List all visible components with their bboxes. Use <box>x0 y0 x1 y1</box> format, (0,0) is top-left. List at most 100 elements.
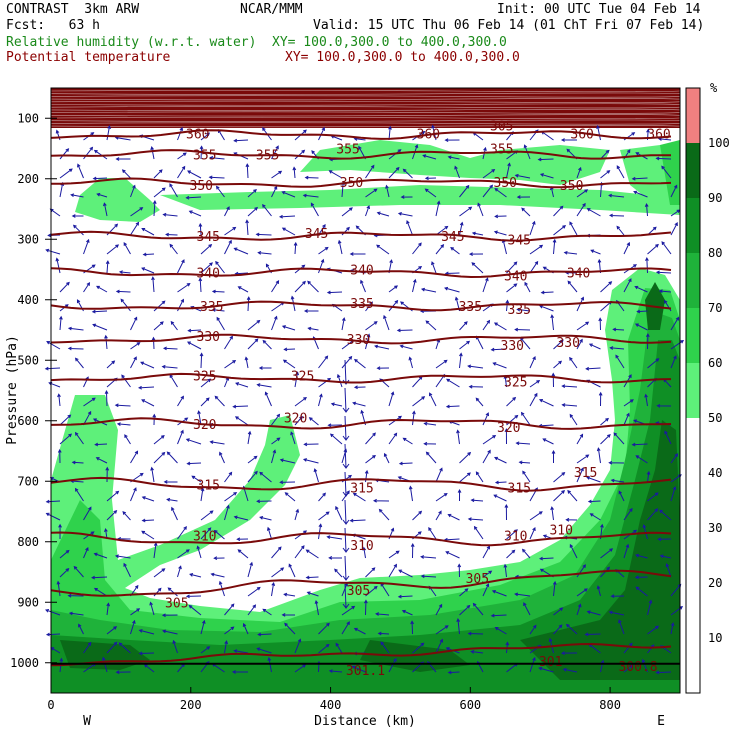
wind-vector <box>271 185 278 198</box>
wind-vector <box>114 554 131 559</box>
wind-vector <box>576 467 584 483</box>
wind-vector <box>655 156 672 161</box>
wind-vector <box>459 604 471 616</box>
wind-vector <box>529 355 536 369</box>
wind-vector <box>59 433 73 445</box>
wind-vector <box>647 358 660 369</box>
wind-vector <box>398 569 413 578</box>
wind-vector <box>271 437 281 445</box>
wind-vector <box>71 460 84 465</box>
wind-vector <box>447 513 460 521</box>
wind-vector <box>428 392 437 407</box>
wind-vector <box>304 175 319 180</box>
wind-vector <box>598 391 603 407</box>
wind-vector <box>353 385 366 390</box>
wind-vector <box>647 492 659 502</box>
wind-vector <box>153 169 163 179</box>
wind-vector <box>341 317 346 331</box>
wind-vector <box>71 214 84 218</box>
wind-vector <box>200 510 214 521</box>
wind-vector <box>588 343 601 350</box>
wind-vector <box>634 285 648 293</box>
theta-label: 345 <box>197 230 220 245</box>
wind-vector <box>576 588 588 597</box>
wind-vector <box>459 340 471 350</box>
wind-vector <box>177 526 187 540</box>
wind-vector <box>383 452 390 464</box>
wind-vector <box>215 260 225 274</box>
wind-vector <box>551 449 556 464</box>
wind-vector <box>398 461 413 466</box>
theta-band-line <box>50 95 681 98</box>
wind-vector <box>281 325 296 331</box>
wind-vector <box>96 192 108 198</box>
wind-vector <box>459 221 464 236</box>
wind-vector <box>122 511 131 521</box>
wind-vector <box>635 553 648 559</box>
wind-vector <box>59 181 65 198</box>
wind-vector <box>281 227 296 236</box>
wind-vector <box>506 396 517 407</box>
theta-label: 335 <box>508 303 531 318</box>
wind-vector <box>200 378 212 388</box>
wind-vector <box>435 244 445 255</box>
wind-vector <box>142 252 155 257</box>
wind-vector <box>576 202 586 217</box>
colorbar-label: 70 <box>708 301 722 315</box>
wind-vector <box>327 423 343 428</box>
wind-vector <box>94 442 108 447</box>
wind-vector <box>457 563 462 578</box>
wind-vector <box>318 643 330 654</box>
wind-vector <box>565 517 578 522</box>
wind-vector <box>141 227 155 236</box>
wind-vector <box>83 146 94 160</box>
wind-vector <box>138 385 155 390</box>
wind-vector <box>647 599 653 616</box>
wind-vector <box>224 492 238 502</box>
wind-vector <box>616 225 625 236</box>
wind-vector <box>445 404 460 409</box>
wind-vector <box>342 387 350 413</box>
x-tick-label: 600 <box>459 698 481 712</box>
wind-vector <box>655 670 672 675</box>
wind-vector <box>106 360 116 369</box>
wind-vector <box>224 471 233 483</box>
wind-vector <box>561 384 578 389</box>
wind-vector <box>247 561 254 578</box>
wind-vector <box>326 535 343 540</box>
wind-vector <box>644 203 649 217</box>
colorbar-label: 10 <box>708 631 722 645</box>
wind-vector <box>420 555 437 559</box>
wind-vector <box>552 238 557 255</box>
theta-label: 330 <box>197 330 220 345</box>
wind-vector <box>342 527 350 553</box>
wind-vector <box>506 261 518 274</box>
wind-vector <box>505 299 510 312</box>
wind-vector <box>92 176 108 181</box>
wind-vector <box>521 207 531 217</box>
wind-vector <box>118 270 131 274</box>
wind-vector <box>45 632 61 637</box>
theta-label: 340 <box>197 267 220 282</box>
wind-vector <box>645 257 649 274</box>
theta-label: 310 <box>350 539 373 554</box>
wind-vector <box>538 399 554 407</box>
theta-contour <box>50 531 672 547</box>
wind-vector <box>187 341 202 350</box>
y-tick-label: 800 <box>17 535 39 549</box>
wind-vector <box>74 357 84 369</box>
wind-vector <box>283 592 296 597</box>
theta-label: 315 <box>574 466 597 481</box>
theta-label: 300.8 <box>618 660 657 675</box>
model-title: CONTRAST 3km ARW <box>6 2 140 17</box>
wind-vector <box>423 421 437 426</box>
wind-vector <box>551 372 556 388</box>
wind-vector <box>670 453 679 464</box>
wind-vector <box>363 599 368 616</box>
wind-vector <box>294 396 307 407</box>
wind-vector <box>177 395 184 407</box>
wind-vector <box>400 195 413 199</box>
wind-vector <box>341 207 353 217</box>
wind-vector <box>410 620 415 635</box>
wind-vector <box>231 670 249 674</box>
